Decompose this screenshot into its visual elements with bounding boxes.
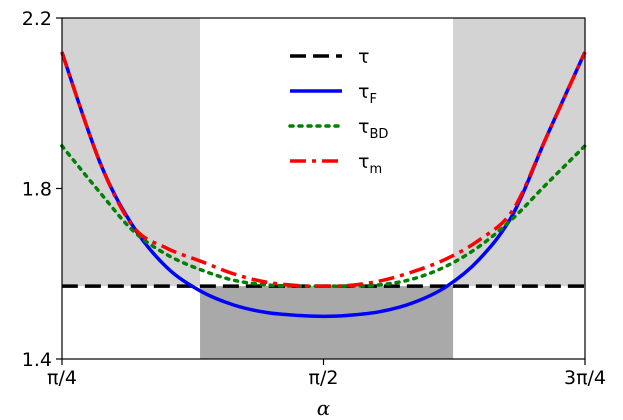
legend-label-0: τ — [358, 46, 369, 68]
legend: τ τF τBD τm — [288, 46, 388, 177]
series-line-3 — [60, 51, 587, 288]
x-tick-label-2: 3π/4 — [564, 367, 606, 389]
y-tick-label-1: 1.8 — [22, 179, 52, 201]
shaded-regions — [62, 18, 585, 359]
axis-ticks: π/4 π/2 3π/4 1.4 1.8 2.2 — [22, 8, 606, 389]
x-tick-label-1: π/2 — [309, 367, 339, 389]
y-tick-label-0: 1.4 — [22, 349, 52, 371]
x-axis-label: α — [317, 396, 331, 420]
x-tick-label-0: π/4 — [47, 367, 77, 389]
y-tick-label-2: 2.2 — [22, 8, 52, 30]
shaded-region-2 — [200, 286, 454, 359]
legend-label-3: τm — [358, 151, 382, 177]
series-line-1 — [60, 51, 587, 319]
legend-label-1: τF — [358, 81, 377, 107]
shaded-region-0 — [62, 18, 201, 287]
legend-label-2: τBD — [358, 116, 388, 142]
series-lines — [60, 51, 587, 319]
